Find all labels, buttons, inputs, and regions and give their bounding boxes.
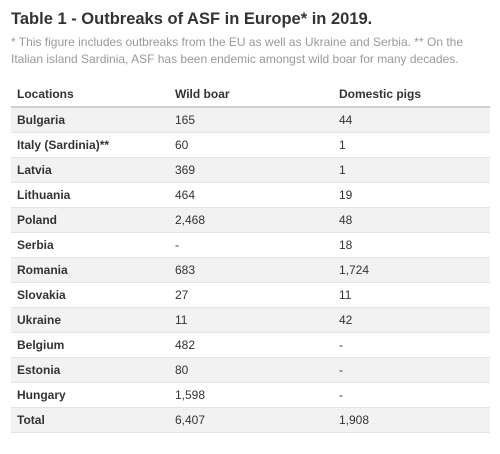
cell-location: Estonia	[11, 357, 169, 383]
table-row: Slovakia 27 11	[11, 282, 490, 308]
table-title: Table 1 - Outbreaks of ASF in Europe* in…	[11, 10, 373, 28]
cell-location: Poland	[11, 207, 169, 233]
table-row: Poland 2,468 48	[11, 207, 490, 233]
cell-domestic-pigs: 1	[333, 157, 490, 183]
table-row: Bulgaria 165 44	[11, 107, 490, 133]
table-row: Estonia 80 -	[11, 357, 490, 383]
cell-wild-boar: 27	[169, 282, 333, 308]
cell-wild-boar: 60	[169, 132, 333, 158]
cell-location: Latvia	[11, 157, 169, 183]
cell-wild-boar: 369	[169, 157, 333, 183]
header-wild-boar: Wild boar	[169, 82, 333, 108]
table-header: Locations Wild boar Domestic pigs	[11, 82, 490, 108]
cell-wild-boar: 80	[169, 357, 333, 383]
cell-domestic-pigs: 1	[333, 132, 490, 158]
cell-wild-boar: -	[169, 232, 333, 258]
cell-domestic-pigs: 1,724	[333, 257, 490, 283]
cell-location: Serbia	[11, 232, 169, 258]
cell-wild-boar: 464	[169, 182, 333, 208]
table-footnote: * This figure includes outbreaks from th…	[11, 35, 464, 66]
cell-wild-boar: 6,407	[169, 407, 333, 433]
outbreaks-table: Locations Wild boar Domestic pigs Bulgar…	[11, 82, 490, 433]
table-row: Belgium 482 -	[11, 332, 490, 358]
cell-location: Ukraine	[11, 307, 169, 333]
cell-wild-boar: 482	[169, 332, 333, 358]
table-row: Romania 683 1,724	[11, 257, 490, 283]
cell-wild-boar: 165	[169, 107, 333, 133]
table-row-total: Total 6,407 1,908	[11, 407, 490, 433]
table-body: Bulgaria 165 44 Italy (Sardinia)** 60 1 …	[11, 107, 490, 433]
table-row: Italy (Sardinia)** 60 1	[11, 132, 490, 158]
table-row: Hungary 1,598 -	[11, 382, 490, 408]
cell-domestic-pigs: 19	[333, 182, 490, 208]
cell-wild-boar: 683	[169, 257, 333, 283]
table-row: Lithuania 464 19	[11, 182, 490, 208]
cell-domestic-pigs: 18	[333, 232, 490, 258]
cell-location: Bulgaria	[11, 107, 169, 133]
cell-domestic-pigs: 42	[333, 307, 490, 333]
header-locations: Locations	[11, 82, 169, 108]
cell-domestic-pigs: -	[333, 332, 490, 358]
table-row: Latvia 369 1	[11, 157, 490, 183]
header-domestic-pigs: Domestic pigs	[333, 82, 490, 108]
cell-domestic-pigs: 44	[333, 107, 490, 133]
cell-domestic-pigs: 48	[333, 207, 490, 233]
cell-location: Romania	[11, 257, 169, 283]
cell-location: Italy (Sardinia)**	[11, 132, 169, 158]
cell-location: Total	[11, 407, 169, 433]
table-row: Ukraine 11 42	[11, 307, 490, 333]
table-row: Serbia - 18	[11, 232, 490, 258]
cell-location: Lithuania	[11, 182, 169, 208]
cell-wild-boar: 2,468	[169, 207, 333, 233]
cell-location: Belgium	[11, 332, 169, 358]
cell-wild-boar: 1,598	[169, 382, 333, 408]
cell-domestic-pigs: -	[333, 382, 490, 408]
cell-domestic-pigs: 1,908	[333, 407, 490, 433]
cell-wild-boar: 11	[169, 307, 333, 333]
cell-domestic-pigs: 11	[333, 282, 490, 308]
cell-domestic-pigs: -	[333, 357, 490, 383]
cell-location: Hungary	[11, 382, 169, 408]
header-row: Locations Wild boar Domestic pigs	[11, 82, 490, 108]
cell-location: Slovakia	[11, 282, 169, 308]
